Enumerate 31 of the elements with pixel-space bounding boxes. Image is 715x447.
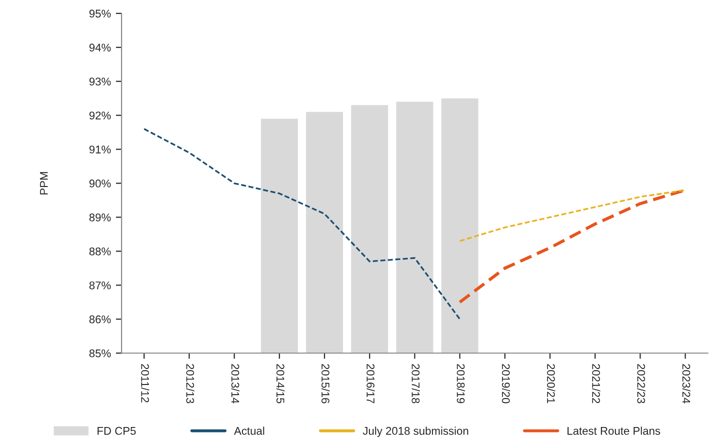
y-tick-label: 87% — [89, 281, 111, 290]
x-tick-label: 2023/24 — [682, 364, 690, 404]
y-tick-label: 94% — [89, 44, 111, 52]
y-tick-label: 90% — [89, 180, 111, 188]
line-series — [458, 189, 686, 242]
x-tick-label: 2017/18 — [412, 364, 420, 404]
y-tick-label: 95% — [89, 10, 111, 18]
legend-label: July 2018 submission — [362, 426, 468, 437]
y-tick-label: 92% — [89, 112, 111, 120]
y-tick-label: 86% — [89, 315, 111, 324]
x-tick-label: 2011/12 — [141, 364, 150, 402]
legend-label: FD CP5 — [98, 426, 136, 435]
legend-label: Latest Route Plans — [568, 426, 660, 435]
x-tick-label: 2016/17 — [366, 364, 375, 404]
x-tick-label: 2013/14 — [231, 364, 240, 404]
y-tick-label: 91% — [89, 146, 111, 154]
y-tick-label: 89% — [89, 214, 111, 222]
x-tick-label: 2018/19 — [456, 364, 465, 404]
legend-label: Actual — [234, 426, 264, 435]
x-tick-label: 2015/16 — [322, 364, 330, 404]
y-tick-label: 88% — [89, 247, 111, 256]
x-tick-label: 2022/23 — [637, 364, 646, 404]
x-tick-label: 2020/21 — [547, 364, 556, 404]
x-tick-label: 2019/20 — [502, 364, 510, 404]
x-tick-label: 2021/22 — [592, 364, 600, 404]
y-tick-label: 93% — [89, 78, 111, 86]
y-tick-label: 85% — [89, 349, 111, 358]
x-tick-label: 2014/15 — [276, 364, 285, 404]
line-series — [143, 128, 461, 320]
y-axis-title: PPM — [40, 172, 48, 194]
x-tick-label: 2012/13 — [186, 364, 194, 404]
